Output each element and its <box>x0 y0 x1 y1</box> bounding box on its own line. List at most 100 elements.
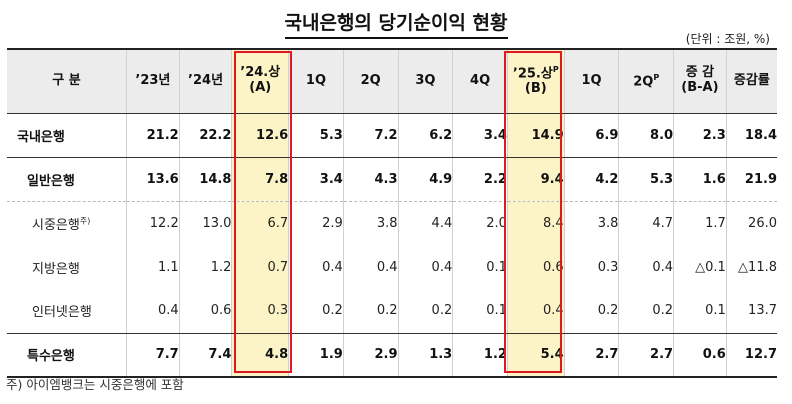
cell: 8.0 <box>618 113 674 158</box>
cell: 6.2 <box>397 113 453 158</box>
cell: 2.2 <box>452 157 508 202</box>
cell: 4.4 <box>397 201 453 245</box>
cell: 2.0 <box>452 201 508 245</box>
cell: 1.1 <box>126 245 180 289</box>
row-label-text: 시중은행 <box>32 217 80 233</box>
header-q2-25-text: 2Q <box>633 73 654 89</box>
cell: 8.4 <box>506 201 565 245</box>
cell: 0.1 <box>452 245 508 289</box>
header-change: 증 감 (B-A) <box>673 48 727 114</box>
cell: 2.9 <box>342 333 399 378</box>
table-row-general: 일반은행 13.6 14.8 7.8 3.4 4.3 4.9 2.2 9.4 4… <box>7 157 777 202</box>
row-label: 일반은행 <box>7 157 127 202</box>
header-change-line2: (B-A) <box>681 80 719 96</box>
cell: 12.6 <box>231 113 289 158</box>
cell: 6.7 <box>231 201 289 245</box>
header-y23: ’23년 <box>126 48 180 114</box>
cell: △0.1 <box>673 245 727 289</box>
cell: 13.0 <box>178 201 232 245</box>
cell: 0.2 <box>288 289 344 334</box>
header-h25-text: ’25.상 <box>512 66 553 82</box>
cell: 0.4 <box>126 289 180 334</box>
header-h24: ’24.상 (A) <box>231 48 289 114</box>
row-label-text: 일반은행 <box>27 173 75 189</box>
cell: 1.7 <box>673 201 727 245</box>
header-q2-25-sup: P <box>653 72 660 82</box>
cell: 3.8 <box>342 201 399 245</box>
unit-label: (단위 : 조원, %) <box>685 32 770 46</box>
cell: 5.3 <box>288 113 344 158</box>
cell: 0.7 <box>231 245 289 289</box>
cell: 3.4 <box>288 157 344 202</box>
cell: 12.7 <box>725 333 777 378</box>
table-row-internet: 인터넷은행 0.4 0.6 0.3 0.2 0.2 0.2 0.1 0.4 0.… <box>7 289 777 334</box>
cell: 21.9 <box>725 157 777 202</box>
cell: 2.3 <box>673 113 727 158</box>
header-change-line1: 증 감 <box>685 65 715 81</box>
row-label: 시중은행주) <box>7 201 127 245</box>
cell: △11.8 <box>725 245 777 289</box>
header-q2-25: 2QP <box>618 48 674 114</box>
row-label-text: 지방은행 <box>32 261 80 277</box>
cell: 13.6 <box>126 157 180 202</box>
cell: 4.8 <box>231 333 289 378</box>
cell: 1.6 <box>673 157 727 202</box>
row-label-sup: 주) <box>79 216 91 226</box>
cell: 22.2 <box>178 113 232 158</box>
cell: 0.3 <box>563 245 619 289</box>
cell: 2.7 <box>563 333 619 378</box>
cell: 13.7 <box>725 289 777 334</box>
cell: 3.8 <box>563 201 619 245</box>
row-label-text: 특수은행 <box>27 349 75 365</box>
cell: 0.4 <box>397 245 453 289</box>
header-h25-sup: P <box>552 65 559 75</box>
cell: 0.2 <box>397 289 453 334</box>
cell: 14.9 <box>506 113 565 158</box>
cell: 1.2 <box>178 245 232 289</box>
header-q2-24: 2Q <box>342 48 399 114</box>
cell: 4.3 <box>342 157 399 202</box>
net-income-table: 구 분 ’23년 ’24년 ’24.상 (A) 1Q 2Q 3Q 4Q ’25.… <box>7 48 777 378</box>
cell: 0.4 <box>342 245 399 289</box>
cell: 5.4 <box>506 333 565 378</box>
cell: 1.3 <box>397 333 453 378</box>
cell: 1.9 <box>288 333 344 378</box>
cell: 21.2 <box>126 113 180 158</box>
cell: 0.2 <box>563 289 619 334</box>
row-label: 인터넷은행 <box>7 289 127 334</box>
cell: 6.9 <box>563 113 619 158</box>
page-title: 국내은행의 당기순이익 현황 <box>0 8 792 39</box>
row-label: 국내은행 <box>7 113 127 158</box>
cell: 4.2 <box>563 157 619 202</box>
cell: 4.7 <box>618 201 674 245</box>
header-y24: ’24년 <box>178 48 232 114</box>
cell: 0.3 <box>231 289 289 334</box>
cell: 2.7 <box>618 333 674 378</box>
cell: 3.4 <box>452 113 508 158</box>
table-row-domestic: 국내은행 21.2 22.2 12.6 5.3 7.2 6.2 3.4 14.9… <box>7 113 777 158</box>
table-row-commercial: 시중은행주) 12.2 13.0 6.7 2.9 3.8 4.4 2.0 8.4… <box>7 201 777 245</box>
footnote: 주) 아이엠뱅크는 시중은행에 포함 <box>6 377 184 392</box>
cell: 0.1 <box>673 289 727 334</box>
page-title-text: 국내은행의 당기순이익 현황 <box>284 8 508 39</box>
header-h25: ’25.상P (B) <box>506 48 565 114</box>
cell: 0.6 <box>178 289 232 334</box>
cell: 4.9 <box>397 157 453 202</box>
table-row-regional: 지방은행 1.1 1.2 0.7 0.4 0.4 0.4 0.1 0.6 0.3… <box>7 245 777 289</box>
cell: 0.4 <box>506 289 565 334</box>
cell: 0.2 <box>342 289 399 334</box>
cell: 0.1 <box>452 289 508 334</box>
cell: 7.2 <box>342 113 399 158</box>
cell: 26.0 <box>725 201 777 245</box>
cell: 18.4 <box>725 113 777 158</box>
cell: 2.9 <box>288 201 344 245</box>
cell: 0.4 <box>618 245 674 289</box>
header-q3-24: 3Q <box>397 48 453 114</box>
cell: 0.6 <box>673 333 727 378</box>
cell: 0.4 <box>288 245 344 289</box>
cell: 0.2 <box>618 289 674 334</box>
cell: 0.6 <box>506 245 565 289</box>
table-row-special: 특수은행 7.7 7.4 4.8 1.9 2.9 1.3 1.2 5.4 2.7… <box>7 333 777 378</box>
row-label-text: 국내은행 <box>17 129 65 145</box>
header-q4-24: 4Q <box>452 48 508 114</box>
